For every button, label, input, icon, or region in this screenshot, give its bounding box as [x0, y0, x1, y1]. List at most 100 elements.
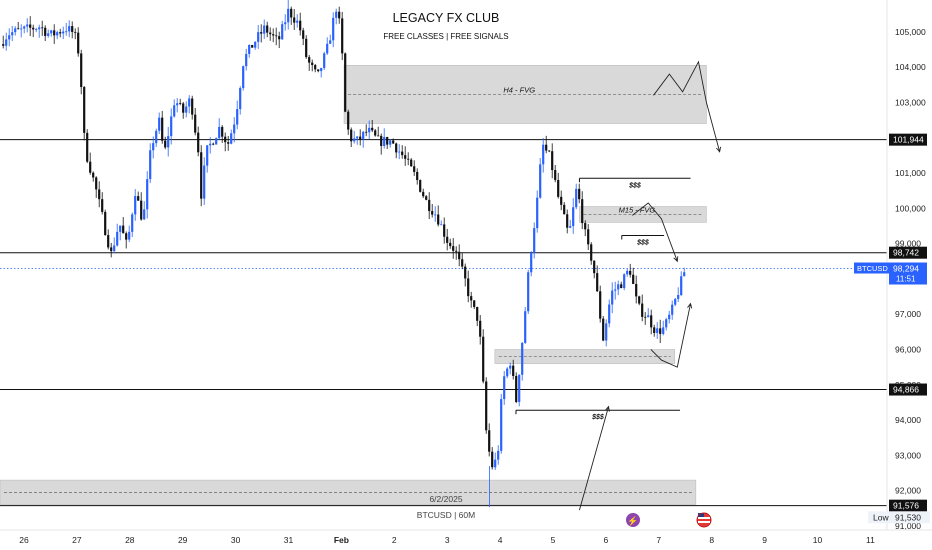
candle	[680, 271, 683, 297]
candle	[467, 270, 470, 303]
candle	[176, 98, 179, 113]
time-tick-label: 26	[19, 535, 29, 545]
candle	[341, 11, 344, 61]
candle	[71, 21, 74, 39]
candle	[377, 126, 380, 137]
candle	[587, 224, 590, 251]
candle	[425, 195, 428, 201]
candle	[449, 238, 452, 249]
candle	[389, 139, 392, 148]
candle	[179, 98, 182, 106]
candle	[620, 281, 623, 289]
projection-up-path[interactable]	[650, 303, 691, 368]
current-price-label: 98,294	[893, 264, 919, 274]
projection-m15-path[interactable]	[632, 202, 678, 262]
candle	[536, 190, 539, 233]
price-tick-label: 99,000	[895, 239, 921, 249]
candle	[290, 6, 293, 25]
low-marker: Low 91,530	[868, 511, 930, 524]
candle	[497, 445, 500, 465]
chart-title: LEGACY FX CLUB	[393, 11, 500, 25]
candle	[356, 136, 359, 145]
candle	[611, 282, 614, 314]
candle	[269, 27, 272, 41]
drawings-layer: $$$ $$$ $$$	[515, 60, 722, 511]
candle	[479, 315, 482, 345]
candle	[116, 223, 119, 247]
candle	[599, 285, 602, 323]
projection-h4-path[interactable]	[653, 60, 721, 152]
candle	[419, 179, 422, 193]
time-tick-label: 8	[709, 535, 714, 545]
candle	[446, 228, 449, 251]
candle	[41, 20, 44, 36]
candle	[368, 120, 371, 139]
candle	[515, 372, 518, 404]
liquidity-label: $$$	[628, 182, 641, 189]
candle	[539, 158, 542, 199]
candle	[218, 118, 221, 140]
time-tick-label: 4	[498, 535, 503, 545]
candle	[347, 109, 350, 135]
candle	[65, 22, 68, 36]
candle	[5, 32, 8, 51]
candle	[323, 51, 326, 70]
candle	[506, 367, 509, 379]
candle	[155, 128, 158, 147]
candle	[533, 222, 536, 259]
level-price-tag: 101,944	[889, 133, 927, 146]
candle	[233, 117, 236, 143]
candle	[581, 191, 584, 230]
candle	[44, 25, 47, 42]
event-icon-us-economic[interactable]	[696, 512, 712, 528]
candle	[590, 242, 593, 265]
candle	[386, 136, 389, 149]
candle	[569, 219, 572, 229]
candle	[560, 190, 563, 211]
candle	[641, 294, 644, 322]
projection-sweep-path[interactable]	[579, 406, 609, 511]
candle	[503, 370, 506, 405]
candle	[17, 21, 20, 30]
candle	[338, 6, 341, 24]
candle	[662, 320, 665, 336]
candle	[473, 300, 476, 310]
time-tick-label: 6	[604, 535, 609, 545]
zones-layer: H4 - FVG M15 - FVG	[0, 65, 707, 506]
candle	[68, 20, 71, 38]
candle	[398, 144, 401, 160]
candle	[365, 124, 368, 137]
candle	[203, 157, 206, 205]
candle	[236, 100, 239, 130]
event-icon-dividend[interactable]: ⚡	[626, 513, 640, 527]
candle	[296, 14, 299, 28]
price-tick-label: 97,000	[895, 309, 921, 319]
candle	[266, 21, 269, 38]
candle	[674, 298, 677, 307]
zone-label: H4 - FVG	[503, 85, 535, 94]
time-tick-label: 30	[231, 535, 241, 545]
fvg-zone[interactable]	[579, 206, 707, 223]
time-scale[interactable]: 26 27 28 29 30 31 Feb 2 3 4 5 6 7 8 9 10 11	[0, 529, 932, 545]
candle	[131, 212, 134, 238]
candle	[677, 287, 680, 303]
level-price-tag: 91,576	[889, 499, 927, 512]
candle	[254, 41, 257, 50]
candle	[353, 130, 356, 144]
candle	[173, 99, 176, 118]
cursor-date-label: 6/2/2025	[429, 494, 462, 504]
liquidity-label: $$$	[636, 239, 649, 246]
candle	[20, 24, 23, 38]
candle	[458, 244, 461, 267]
candle	[416, 168, 419, 185]
candle	[206, 145, 209, 173]
candle	[224, 132, 227, 152]
candle	[518, 374, 521, 407]
candle	[554, 165, 557, 183]
candle	[158, 112, 161, 135]
candle	[164, 136, 167, 150]
price-scale[interactable]: 105,000 104,000 103,000 101,000 100,000 99,00…	[854, 27, 930, 531]
candles-layer	[2, 0, 686, 508]
candle	[482, 329, 485, 384]
